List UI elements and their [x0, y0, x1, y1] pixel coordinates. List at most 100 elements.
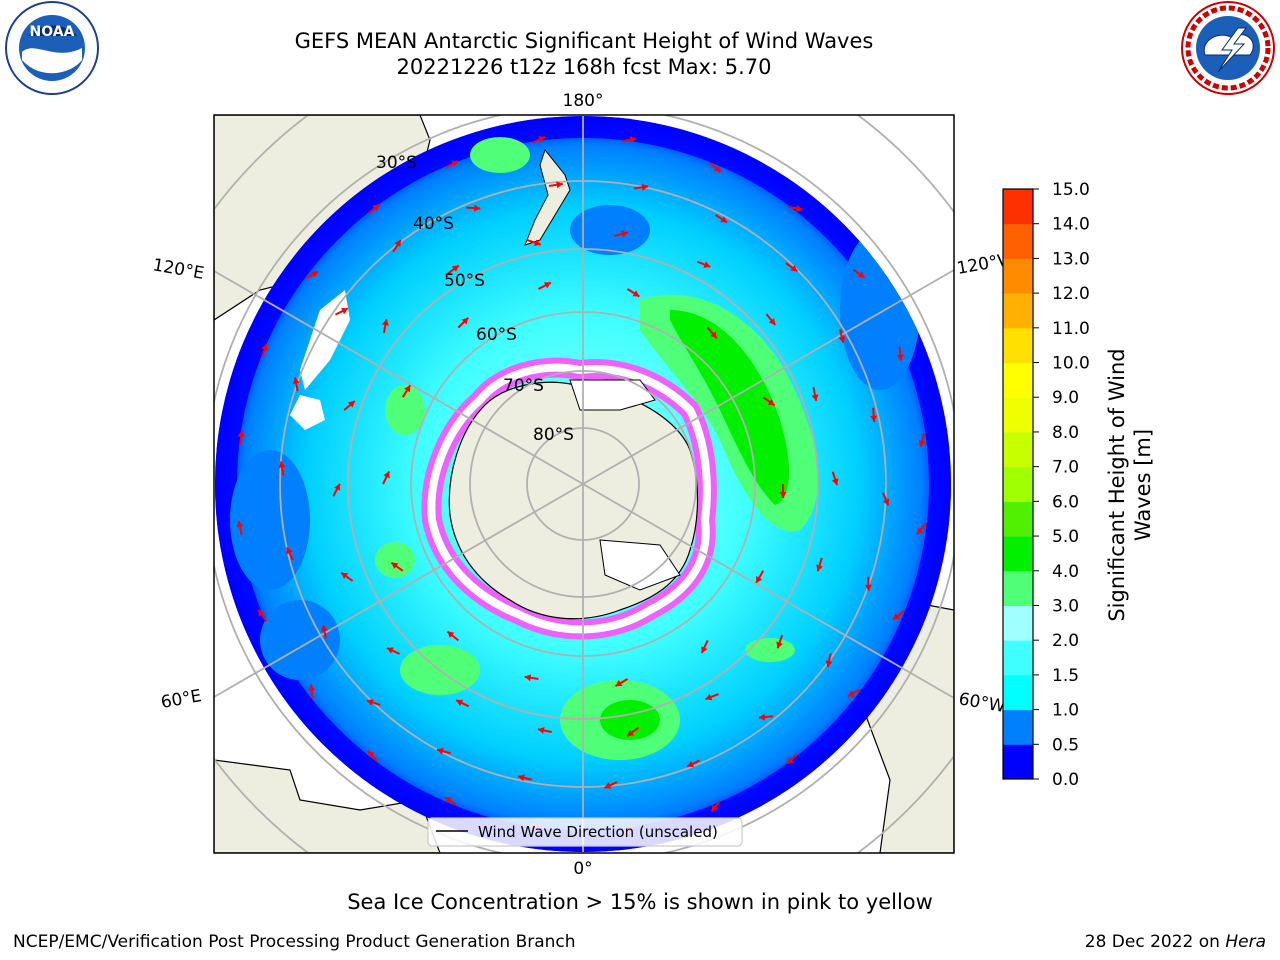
wave-arrow-head [524, 674, 532, 682]
wave-arrow-head [543, 282, 551, 289]
wave-arrow-head [720, 216, 728, 223]
colorbar-band [1003, 327, 1033, 364]
wave-arrow-head [604, 782, 612, 789]
wave-arrow-head [847, 690, 855, 697]
colorbar-band [1003, 431, 1033, 468]
colorbar-tick-label: 0.0 [1052, 770, 1079, 790]
wave-arrow-head [882, 498, 890, 506]
colorbar-tick-label: 15.0 [1052, 180, 1090, 200]
colorbar-band [1003, 293, 1033, 329]
wave-arrow-head [864, 584, 872, 591]
legend-label: Wind Wave Direction (unscaled) [478, 823, 718, 841]
colorbar-tick-label: 13.0 [1052, 249, 1090, 269]
colorbar-band [1003, 536, 1033, 572]
wave-arrow-head [386, 647, 394, 654]
lat-label-60s: 60°S [476, 325, 517, 345]
noaa-logo-text: NOAA [30, 24, 75, 40]
map-frame [213, 114, 955, 854]
wave-arrow-head [451, 160, 459, 167]
noaa-logo: NOAA [5, 1, 99, 95]
colorbar-label-line2: Waves [m] [1131, 429, 1155, 541]
wave-arrow-head [701, 646, 708, 654]
wave-arrow-head [394, 239, 401, 247]
host-name: Hera [1225, 932, 1266, 952]
wave-arrow-head [534, 239, 541, 247]
wave-arrow-head [278, 461, 286, 468]
colorbar-tick-label: 6.0 [1052, 492, 1079, 512]
wave-arrow-head [261, 343, 268, 351]
wave-arrow-head [461, 317, 469, 325]
wave-arrow-head [816, 564, 823, 572]
wave-arrow-head [341, 572, 349, 580]
wave-arrow-head [366, 699, 374, 706]
wave-arrow-head [621, 230, 628, 238]
sea-ice-note: Sea Ice Concentration > 15% is shown in … [347, 890, 933, 914]
colorbar-tick-label: 1.0 [1052, 701, 1079, 721]
colorbar-tick-label: 14.0 [1052, 215, 1090, 235]
lat-label-80s: 80°S [533, 425, 574, 445]
lon-label-60w: 60°W [957, 689, 1007, 717]
wave-arrow-head [308, 684, 316, 691]
colorbar-band [1003, 466, 1033, 502]
colorbar-label-line1: Significant Height of Wind [1105, 348, 1129, 621]
wave-arrow-head [896, 354, 904, 361]
colorbar-frame [1002, 188, 1034, 780]
colorbar-tick-label: 2.0 [1052, 631, 1079, 651]
wave-arrow-head [236, 520, 244, 528]
wave-arrow-head [311, 271, 319, 278]
antarctica-land [448, 381, 699, 620]
wave-arrow-head [518, 774, 525, 782]
wave-arrow-head [758, 713, 766, 721]
wave-arrow-head [341, 307, 348, 315]
lon-label-180: 180° [563, 91, 604, 111]
wave-arrow-head [687, 760, 695, 768]
colorbar-band [1003, 223, 1033, 259]
wave-arrow-head [404, 385, 411, 393]
wave-arrow-head [790, 264, 798, 272]
lon-label-60e: 60°E [159, 686, 203, 713]
wave-arrow-head [870, 415, 878, 422]
colorbar-band [1003, 605, 1033, 641]
wave-arrow-head [756, 575, 763, 583]
wave-arrow-head [320, 625, 328, 632]
colorbar: 0.0 0.5 1.0 1.5 2.0 3.0 4.0 5.0 6.0 7.0 8.0 9.0 10.0… [1002, 180, 1090, 790]
wave-arrow-head [857, 271, 865, 278]
wave-arrow-head [258, 609, 265, 617]
wave-arrow-head [838, 336, 846, 343]
wave-arrow-head [768, 318, 776, 325]
wave-arrow-head [629, 136, 637, 144]
colorbar-tick-label: 12.0 [1052, 284, 1090, 304]
wave-arrow-head [703, 261, 711, 268]
wave-arrow-head [538, 136, 546, 143]
wave-arrow-head [892, 613, 900, 620]
map-legend: Wind Wave Direction (unscaled) [427, 817, 743, 847]
nws-logo [1181, 1, 1275, 95]
lat-label-40s: 40°S [413, 214, 454, 234]
colorbar-tick-label: 7.0 [1052, 458, 1079, 478]
wave-arrow-head [383, 471, 390, 479]
wave-arrow-head [705, 693, 713, 701]
colorbar-tick-label: 11.0 [1052, 319, 1090, 339]
wave-arrow-head [767, 398, 775, 406]
wave-arrow-head [292, 377, 300, 385]
wave-arrow-head [811, 394, 819, 401]
wave-arrow-head [831, 478, 839, 486]
wave-arrow-head [710, 331, 717, 339]
credit-text: NCEP/EMC/Verification Post Processing Pr… [13, 932, 576, 952]
colorbar-band [1003, 501, 1033, 537]
map-title-line2: 20221226 t12z 168h fcst Max: 5.70 [396, 55, 772, 79]
colorbar-tick-label: 8.0 [1052, 423, 1079, 443]
map-title-line1: GEFS MEAN Antarctic Significant Height o… [294, 29, 874, 53]
colorbar-tick-label: 5.0 [1052, 527, 1079, 547]
wave-arrow-head [537, 727, 545, 734]
wave-arrow-head [286, 547, 293, 555]
colorbar-band [1003, 362, 1033, 398]
colorbar-tick-label: 1.5 [1052, 666, 1079, 686]
wave-arrow-head [556, 181, 563, 189]
colorbar-band [1003, 640, 1033, 676]
wave-arrow-head [918, 440, 926, 447]
wave-arrow-head [795, 205, 803, 212]
wave-arrow-head [641, 183, 649, 191]
lat-label-30s: 30°S [376, 153, 417, 173]
